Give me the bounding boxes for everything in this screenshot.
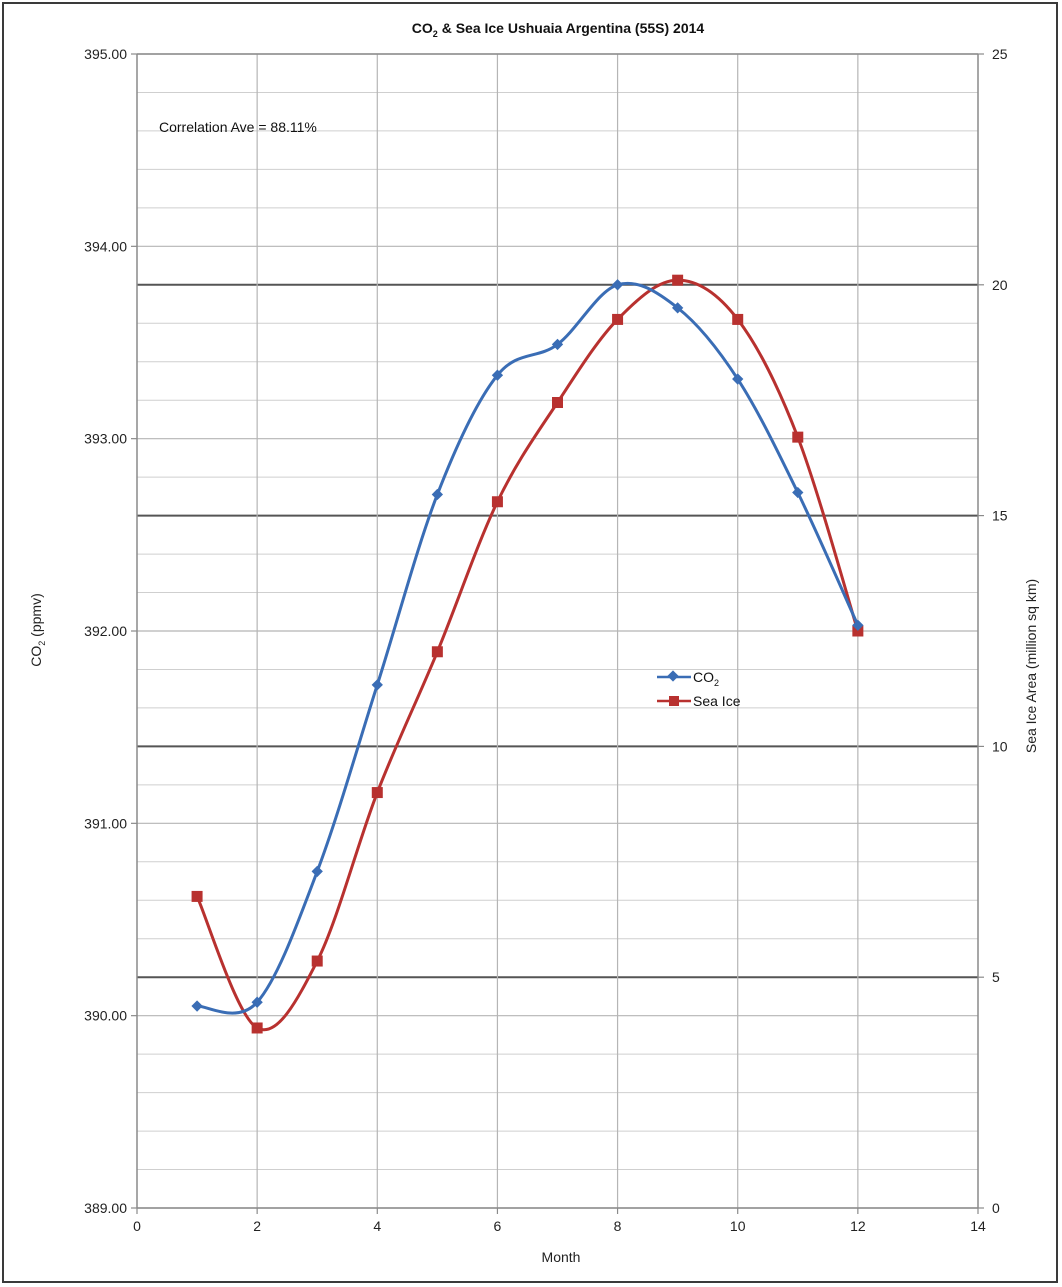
- y-right-tick-label: 0: [992, 1200, 1000, 1216]
- sea-ice-point: [552, 397, 563, 409]
- correlation-annotation: Correlation Ave = 88.11%: [159, 119, 317, 135]
- sea-ice-point: [191, 890, 203, 902]
- sea-ice-point: [672, 274, 684, 286]
- grid: [137, 53, 978, 1209]
- chart-title: CO2 & Sea Ice Ushuaia Argentina (55S) 20…: [412, 20, 705, 39]
- y-left-tick-label: 389.00: [84, 1200, 127, 1216]
- co2-point: [431, 488, 444, 501]
- y-axis-right-label: Sea Ice Area (million sq km): [1023, 579, 1039, 753]
- sea-ice-point: [612, 313, 624, 325]
- x-tick-label: 12: [850, 1218, 866, 1234]
- y-right-tick-label: 5: [992, 969, 1000, 985]
- co2-point: [732, 373, 744, 385]
- y-left-tick-label: 390.00: [84, 1008, 127, 1024]
- legend-sea-ice-marker: [669, 696, 679, 706]
- sea-ice-point: [491, 496, 503, 508]
- y-right-tick-label: 20: [992, 277, 1008, 293]
- y-left-tick-label: 394.00: [84, 238, 127, 254]
- x-tick-label: 8: [614, 1218, 622, 1234]
- y-left-tick-label: 391.00: [84, 815, 127, 831]
- series-layer: [191, 274, 864, 1034]
- co2-point: [671, 302, 684, 314]
- y-left-tick-label: 395.00: [84, 46, 127, 62]
- co2-point: [191, 1000, 203, 1012]
- sea-ice-point: [852, 625, 864, 637]
- co2-point: [551, 338, 564, 351]
- sea-ice-point: [732, 313, 744, 325]
- axes: 0 2 4 6 8 10 12 14 389.00 390.00 391.00 392.00 393.0…: [84, 46, 1008, 1234]
- co2-point: [311, 865, 323, 878]
- co2-point: [491, 369, 504, 381]
- legend-co2-marker: [667, 670, 679, 682]
- sea-ice-line: [195, 278, 860, 1032]
- sea-ice-point: [792, 431, 804, 443]
- y-right-tick-label: 10: [992, 738, 1008, 754]
- x-tick-label: 14: [970, 1218, 986, 1234]
- y-left-tick-label: 392.00: [84, 623, 127, 639]
- y-right-tick-label: 15: [992, 508, 1008, 524]
- x-tick-label: 6: [494, 1218, 502, 1234]
- co2-line: [196, 281, 860, 1015]
- co2-point: [611, 279, 624, 291]
- sea-ice-point: [431, 646, 443, 658]
- co2-point: [251, 996, 263, 1008]
- legend-sea-ice-label: Sea Ice: [693, 693, 741, 709]
- y-axis-left-label: CO2 (ppmv): [28, 593, 47, 666]
- x-axis-label: Month: [542, 1249, 581, 1265]
- co2-point: [371, 679, 383, 691]
- x-tick-label: 0: [133, 1218, 141, 1234]
- sea-ice-point: [371, 787, 383, 799]
- sea-ice-point: [311, 955, 323, 967]
- co2-point: [792, 486, 804, 499]
- y-left-tick-label: 393.00: [84, 431, 127, 447]
- co2-point: [852, 619, 864, 631]
- legend: CO2 Sea Ice: [657, 669, 741, 709]
- sea-ice-point: [251, 1022, 263, 1034]
- legend-co2-label: CO2: [693, 669, 719, 688]
- x-tick-label: 4: [373, 1218, 381, 1234]
- y-right-tick-label: 25: [992, 46, 1008, 62]
- x-tick-label: 2: [253, 1218, 261, 1234]
- x-tick-label: 10: [730, 1218, 746, 1234]
